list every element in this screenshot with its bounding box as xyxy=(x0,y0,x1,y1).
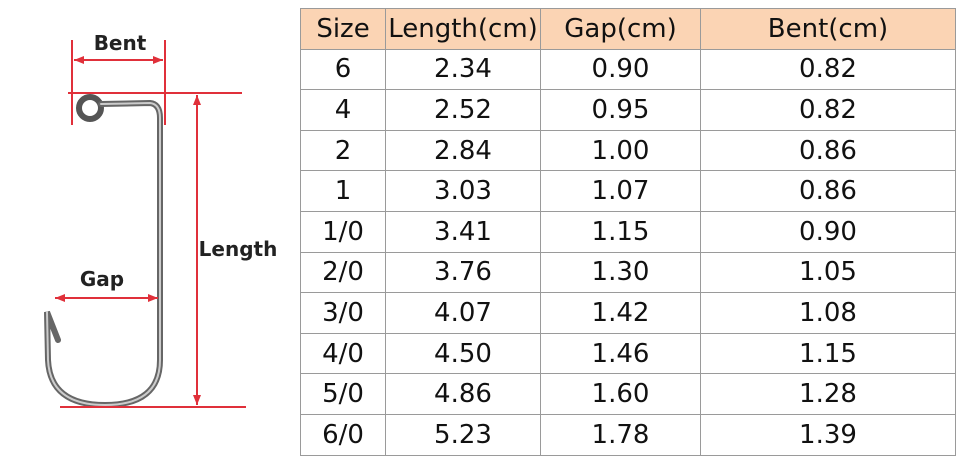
hook-body xyxy=(44,99,163,409)
table-row: 2/0 3.76 1.30 1.05 xyxy=(300,251,956,294)
table-cell: 4.86 xyxy=(385,373,541,415)
table-cell: 2 xyxy=(300,129,386,172)
gap-label: Gap xyxy=(80,267,124,291)
table-cell: 1.60 xyxy=(540,373,701,415)
table-cell: 3.76 xyxy=(385,251,541,294)
table-cell: 3.03 xyxy=(385,170,541,212)
table-cell: 1.00 xyxy=(540,129,701,172)
table-cell: 0.82 xyxy=(700,48,956,91)
table-cell: 1/0 xyxy=(300,210,386,253)
table-cell: 6/0 xyxy=(300,413,386,456)
table-cell: 3.41 xyxy=(385,210,541,253)
bent-label: Bent xyxy=(94,31,147,55)
table-row: 3/0 4.07 1.42 1.08 xyxy=(300,292,956,334)
header-cell: Gap(cm) xyxy=(540,8,701,50)
header-cell: Bent(cm) xyxy=(700,8,956,50)
table-row: 4/0 4.50 1.46 1.15 xyxy=(300,332,956,375)
table-cell: 5/0 xyxy=(300,373,386,415)
table-cell: 1.15 xyxy=(540,210,701,253)
table-cell: 1.07 xyxy=(540,170,701,212)
table-cell: 1.28 xyxy=(700,373,956,415)
table-cell: 3/0 xyxy=(300,292,386,334)
table-cell: 4.07 xyxy=(385,292,541,334)
table-body: 6 2.34 0.90 0.82 4 2.52 0.95 0.82 2 2.84 1.00 0.86 1… xyxy=(300,48,956,456)
table-cell: 1.78 xyxy=(540,413,701,456)
table-cell: 5.23 xyxy=(385,413,541,456)
table-row: 6 2.34 0.90 0.82 xyxy=(300,48,956,91)
hook-diagram: Bent Length Gap xyxy=(44,31,278,409)
table-cell: 2/0 xyxy=(300,251,386,294)
table-cell: 0.86 xyxy=(700,129,956,172)
length-label: Length xyxy=(199,237,278,261)
table-cell: 0.95 xyxy=(540,89,701,131)
table-row: 1 3.03 1.07 0.86 xyxy=(300,170,956,212)
hook xyxy=(44,94,163,409)
table-row: 1/0 3.41 1.15 0.90 xyxy=(300,210,956,253)
table-cell: 6 xyxy=(300,48,386,91)
table-cell: 4 xyxy=(300,89,386,131)
table-row: 4 2.52 0.95 0.82 xyxy=(300,89,956,131)
table-cell: 4/0 xyxy=(300,332,386,375)
table-cell: 1.46 xyxy=(540,332,701,375)
table-cell: 0.90 xyxy=(700,210,956,253)
table-cell: 1.05 xyxy=(700,251,956,294)
table-cell: 1.15 xyxy=(700,332,956,375)
hook-eye xyxy=(76,94,104,122)
table-cell: 0.90 xyxy=(540,48,701,91)
table-cell: 1 xyxy=(300,170,386,212)
size-table: Size Length(cm) Gap(cm) Bent(cm) 6 2.34 0.90 0… xyxy=(300,8,956,456)
table-cell: 4.50 xyxy=(385,332,541,375)
table-cell: 1.42 xyxy=(540,292,701,334)
table-row: 5/0 4.86 1.60 1.28 xyxy=(300,373,956,415)
table-row: 6/0 5.23 1.78 1.39 xyxy=(300,413,956,456)
header-cell: Size xyxy=(300,8,386,50)
header-cell: Length(cm) xyxy=(385,8,541,50)
table-cell: 2.84 xyxy=(385,129,541,172)
table-cell: 1.30 xyxy=(540,251,701,294)
hook-highlight xyxy=(46,101,161,407)
table-cell: 1.08 xyxy=(700,292,956,334)
table-row: 2 2.84 1.00 0.86 xyxy=(300,129,956,172)
table-cell: 2.34 xyxy=(385,48,541,91)
table-cell: 1.39 xyxy=(700,413,956,456)
header-row: Size Length(cm) Gap(cm) Bent(cm) xyxy=(300,8,956,50)
table-cell: 2.52 xyxy=(385,89,541,131)
table-cell: 0.82 xyxy=(700,89,956,131)
dimension-lines xyxy=(55,40,246,408)
table-cell: 0.86 xyxy=(700,170,956,212)
